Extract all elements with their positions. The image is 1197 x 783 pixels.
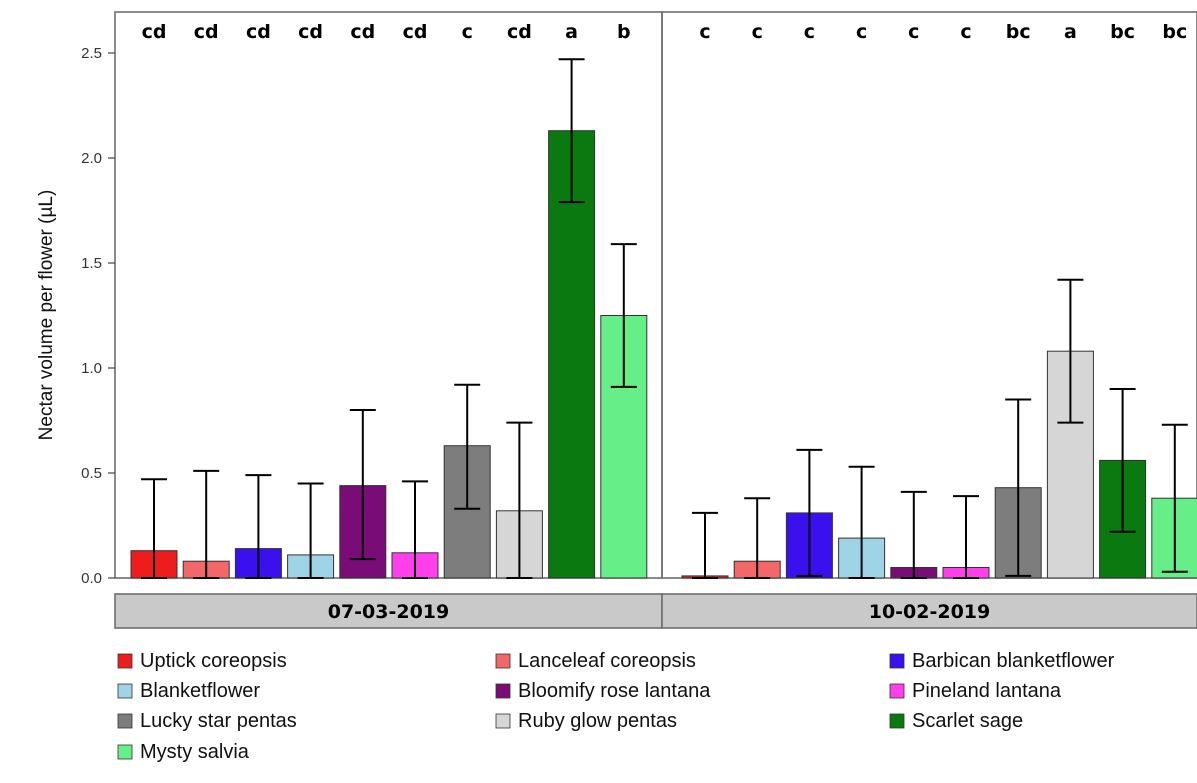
plot-area: 0.00.51.01.52.02.5cd cd cd cd cd cd c cd a b c c c c c… bbox=[81, 11, 1197, 763]
legend-swatch bbox=[495, 653, 511, 669]
legend-swatch bbox=[889, 683, 905, 699]
significance-letter: bc bbox=[1110, 21, 1135, 43]
legend-swatch bbox=[495, 683, 511, 699]
y-axis-label: Nectar volume per flower (µL) bbox=[36, 190, 57, 441]
panel-strip-label: 07-03-2019 bbox=[328, 601, 450, 623]
legend-swatch bbox=[117, 713, 133, 729]
significance-letter: cd bbox=[298, 21, 323, 43]
significance-letter: cd bbox=[142, 21, 167, 43]
legend-label: Lanceleaf coreopsis bbox=[518, 650, 696, 672]
significance-letter: cd bbox=[194, 21, 219, 43]
panel-strip bbox=[661, 593, 1197, 629]
legend-label: Pineland lantana bbox=[912, 680, 1062, 702]
legend-swatch bbox=[495, 713, 511, 729]
y-tick-label: 0.0 bbox=[81, 570, 102, 587]
significance-letter: bc bbox=[1162, 21, 1187, 43]
legend-swatch bbox=[117, 683, 133, 699]
legend-label: Bloomify rose lantana bbox=[518, 680, 711, 702]
y-tick-label: 1.5 bbox=[81, 255, 102, 272]
significance-letter: bc bbox=[1006, 21, 1031, 43]
legend-label: Mysty salvia bbox=[140, 741, 250, 763]
legend-label: Uptick coreopsis bbox=[140, 650, 287, 672]
significance-letter: cd bbox=[403, 21, 428, 43]
significance-letter: c bbox=[699, 21, 710, 43]
y-tick-label: 0.5 bbox=[81, 465, 102, 482]
y-tick-label: 2.5 bbox=[81, 45, 102, 62]
significance-letter: cd bbox=[350, 21, 375, 43]
significance-letter: c bbox=[856, 21, 867, 43]
significance-letter: c bbox=[752, 21, 763, 43]
panel-strip-label: 10-02-2019 bbox=[869, 601, 991, 623]
legend-label: Blanketflower bbox=[140, 680, 260, 702]
legend-swatch bbox=[889, 713, 905, 729]
y-tick-label: 2.0 bbox=[81, 150, 102, 167]
significance-letter: a bbox=[1064, 21, 1077, 43]
y-tick-label: 1.0 bbox=[81, 360, 102, 377]
legend-label: Lucky star pentas bbox=[140, 710, 297, 732]
bar bbox=[548, 130, 596, 579]
legend-label: Scarlet sage bbox=[912, 710, 1023, 732]
legend-swatch bbox=[117, 653, 133, 669]
significance-letter: a bbox=[565, 21, 578, 43]
significance-letter: cd bbox=[507, 21, 532, 43]
significance-letter: cd bbox=[246, 21, 271, 43]
significance-letter: c bbox=[960, 21, 971, 43]
significance-letter: b bbox=[617, 21, 631, 43]
legend-label: Barbican blanketflower bbox=[912, 650, 1115, 672]
legend-swatch bbox=[889, 653, 905, 669]
legend-swatch bbox=[117, 744, 133, 760]
significance-letter: c bbox=[908, 21, 919, 43]
legend-label: Ruby glow pentas bbox=[518, 710, 677, 732]
significance-letter: c bbox=[804, 21, 815, 43]
significance-letter: c bbox=[462, 21, 473, 43]
